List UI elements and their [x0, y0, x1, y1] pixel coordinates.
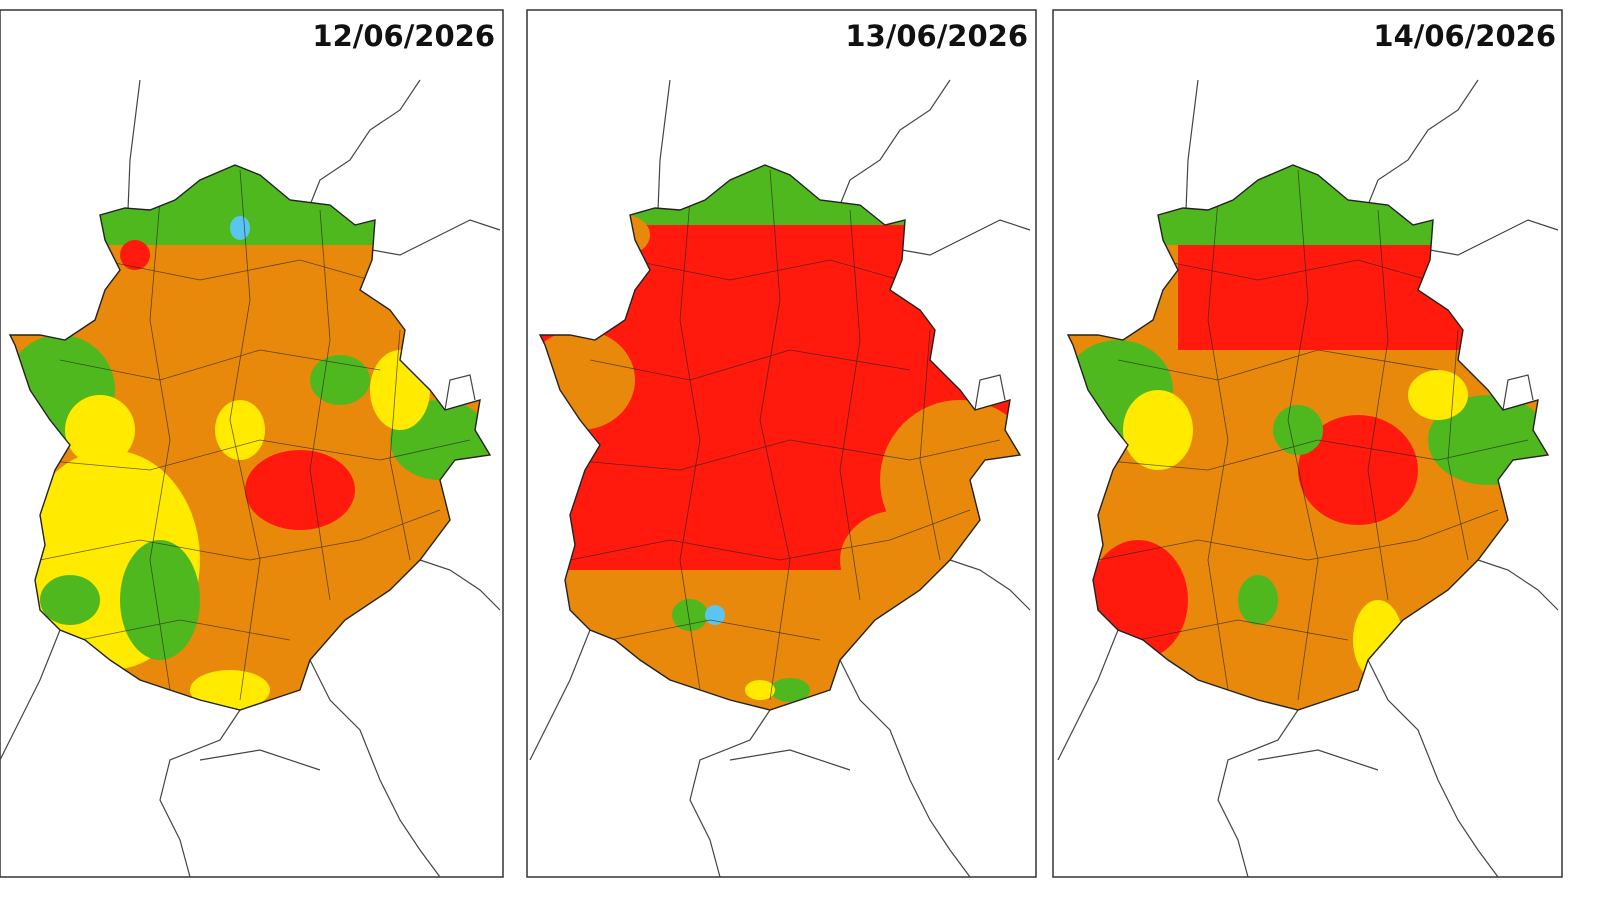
panel-date: 13/06/2026 — [845, 19, 1028, 53]
map-panel: 14/06/2026 — [1052, 9, 1563, 878]
map-panel: 13/06/2026 — [526, 9, 1037, 878]
panel-date: 12/06/2026 — [312, 19, 495, 53]
panel-date: 14/06/2026 — [1373, 19, 1556, 53]
map-panel: 12/06/2026 — [0, 9, 504, 878]
